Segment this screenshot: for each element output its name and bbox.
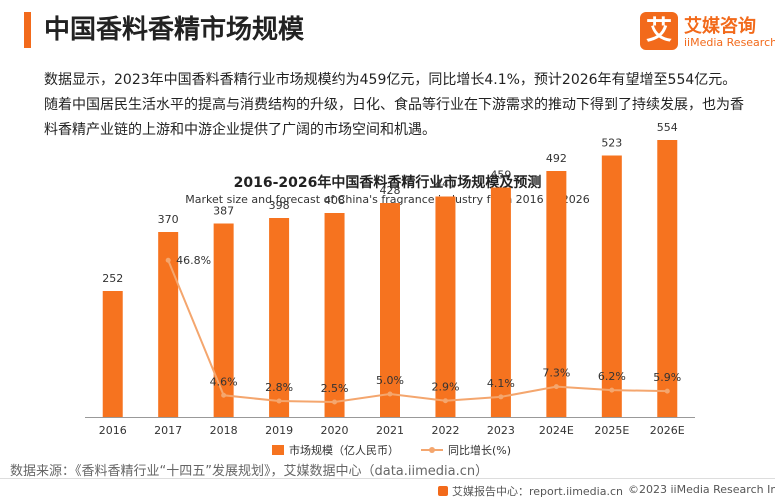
growth-point-2018 xyxy=(221,392,227,398)
chart-subtitle: Market size and forecast of China's frag… xyxy=(185,193,590,206)
growth-label-2018: 4.6% xyxy=(210,375,238,388)
description-paragraph: 数据显示，2023年中国香料香精行业市场规模约为459亿元，同比增长4.1%，预… xyxy=(44,72,744,138)
growth-label-2020: 2.5% xyxy=(321,382,349,395)
bar-2026E xyxy=(657,140,678,417)
growth-label-2026E: 5.9% xyxy=(653,371,681,384)
growth-point-2023 xyxy=(498,394,504,400)
x-tick-2018: 2018 xyxy=(210,424,238,437)
x-tick-2022: 2022 xyxy=(431,424,459,437)
growth-label-2019: 2.8% xyxy=(265,381,293,394)
bar-label-2023: 459 xyxy=(490,169,511,182)
growth-point-2025E xyxy=(609,387,615,393)
data-source: 数据来源：《香料香精行业“十四五”发展规划》，艾媒数据中心（data.iimed… xyxy=(10,464,489,479)
logo-text-en: iiMedia Research xyxy=(684,36,775,49)
bar-2018 xyxy=(213,223,234,417)
bar-label-2021: 428 xyxy=(380,184,401,197)
growth-label-2021: 5.0% xyxy=(376,374,404,387)
legend-bar-label: 市场规模（亿人民币） xyxy=(289,444,399,457)
bar-2024E xyxy=(546,171,567,417)
bar-label-2022: 441 xyxy=(435,178,456,191)
bar-2023 xyxy=(490,187,511,417)
title-accent-bar xyxy=(24,12,31,48)
growth-point-2024E xyxy=(553,384,559,390)
x-tick-2017: 2017 xyxy=(154,424,182,437)
iimedia-logo: 艾 艾媒咨询 iiMedia Research xyxy=(640,10,775,54)
growth-point-2026E xyxy=(664,388,670,394)
growth-point-2017 xyxy=(165,257,171,263)
x-tick-2019: 2019 xyxy=(265,424,293,437)
x-tick-2024E: 2024E xyxy=(539,424,574,437)
bar-2025E xyxy=(601,155,622,417)
footer-report-center: 艾媒报告中心：report.iimedia.cn xyxy=(438,483,623,499)
x-tick-2016: 2016 xyxy=(99,424,127,437)
bar-label-2017: 370 xyxy=(158,213,179,226)
growth-line xyxy=(167,259,668,404)
growth-point-2019 xyxy=(276,398,282,404)
bar-2020 xyxy=(324,213,345,417)
chart-title: 2016-2026年中国香料香精行业市场规模及预测 xyxy=(233,175,542,191)
chart-legend: 市场规模（亿人民币） 同比增长(%) xyxy=(272,442,511,458)
growth-label-2025E: 6.2% xyxy=(598,370,626,383)
growth-point-2020 xyxy=(332,399,338,405)
growth-label-2023: 4.1% xyxy=(487,377,515,390)
growth-point-2021 xyxy=(387,391,393,397)
bar-2017 xyxy=(158,232,179,417)
logo-glyph: 艾 xyxy=(645,16,672,46)
bar-label-2018: 387 xyxy=(213,205,234,218)
legend-line-label: 同比增长(%) xyxy=(448,444,512,457)
footer-copyright: ©2023 iiMedia Research Inc xyxy=(628,483,775,496)
bar-label-2024E: 492 xyxy=(546,152,567,165)
bar-label-2025E: 523 xyxy=(601,137,622,150)
bar-label-2020: 408 xyxy=(324,194,345,207)
x-tick-2021: 2021 xyxy=(376,424,404,437)
page-title: 中国香料香精市场规模 xyxy=(44,15,305,45)
growth-label-2017: 46.8% xyxy=(176,254,211,267)
bar-2021 xyxy=(380,203,400,417)
x-tick-2026E: 2026E xyxy=(650,424,685,437)
x-tick-2020: 2020 xyxy=(321,424,349,437)
growth-point-2022 xyxy=(442,398,448,404)
footer-divider xyxy=(0,478,775,479)
growth-label-2022: 2.9% xyxy=(431,381,459,394)
x-tick-2023: 2023 xyxy=(487,424,515,437)
logo-text-cn: 艾媒咨询 xyxy=(684,16,756,37)
bar-label-2016: 252 xyxy=(102,272,123,285)
bar-2022 xyxy=(435,196,456,417)
bar-label-2019: 398 xyxy=(269,199,290,212)
legend-line-swatch xyxy=(421,445,443,455)
legend-bar-swatch xyxy=(272,445,284,455)
footer-left-text: 艾媒报告中心：report.iimedia.cn xyxy=(452,485,623,498)
footer: 艾媒报告中心：report.iimedia.cn ©2023 iiMedia R… xyxy=(0,481,775,498)
x-tick-2025E: 2025E xyxy=(594,424,629,437)
growth-label-2024E: 7.3% xyxy=(542,367,570,380)
report-icon xyxy=(438,486,448,496)
bar-label-2026E: 554 xyxy=(657,121,678,134)
bar-2019 xyxy=(269,218,290,417)
logo-icon xyxy=(640,12,678,50)
bar-2016 xyxy=(102,291,123,417)
